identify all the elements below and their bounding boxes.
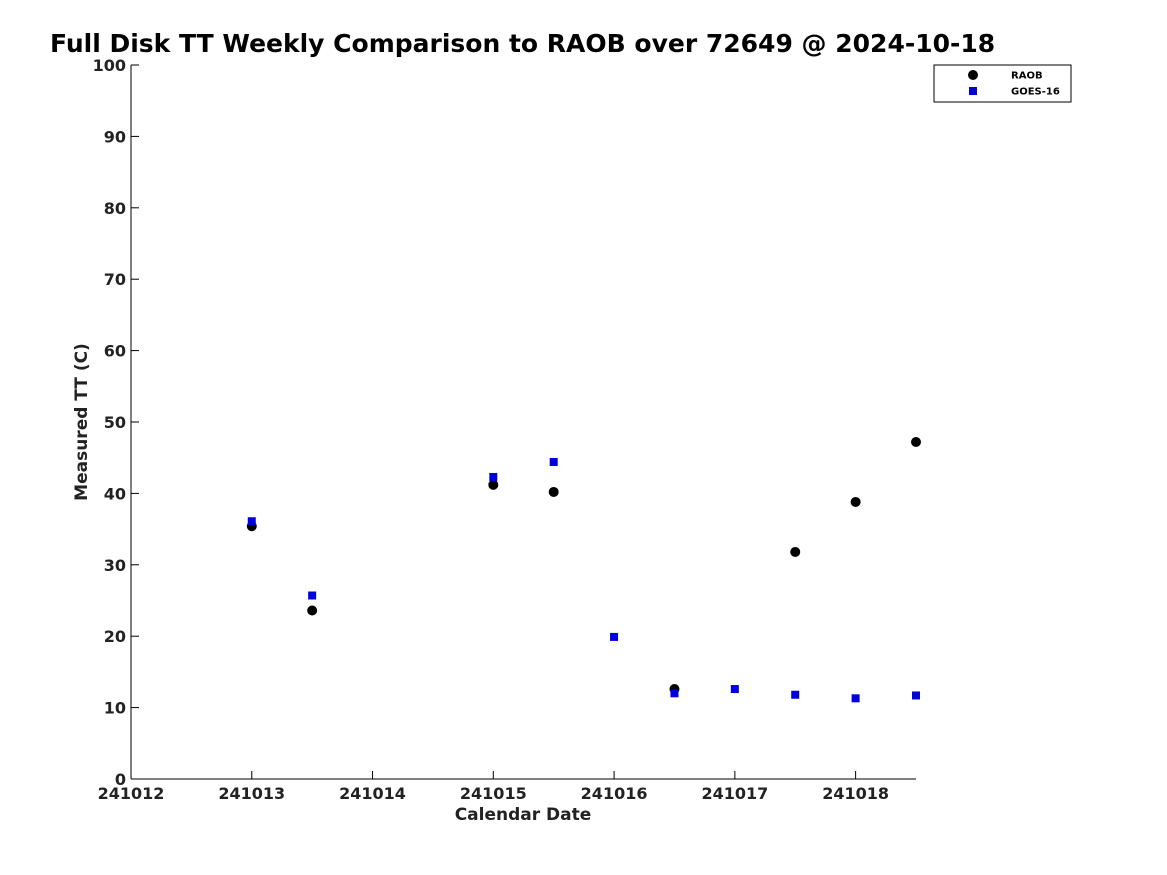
data-point (488, 479, 499, 490)
y-tick-label: 80 (104, 199, 126, 218)
x-tick-label: 241018 (822, 784, 889, 803)
legend-marker-raob (968, 70, 978, 80)
y-tick-label: 10 (104, 699, 126, 718)
x-axis-label: Calendar Date (455, 805, 592, 825)
data-point (790, 546, 801, 557)
series-goes16 (247, 457, 920, 703)
data-point (912, 691, 920, 700)
y-tick-label: 0 (115, 770, 126, 789)
x-tick-label: 241014 (339, 784, 406, 803)
data-point (851, 694, 860, 703)
data-marks (246, 436, 921, 703)
legend-marker-goes16 (969, 87, 977, 95)
data-point (791, 690, 800, 699)
y-tick-label: 100 (93, 56, 126, 75)
ticks: 0 10 20 30 40 50 60 70 80 90 100 241012 241013 241014… (93, 56, 889, 803)
series-raob (246, 436, 921, 695)
data-point (850, 496, 861, 507)
legend-box (933, 64, 1072, 103)
x-tick-label: 241012 (98, 784, 165, 803)
x-tick-label: 241017 (701, 784, 768, 803)
chart-title: Full Disk TT Weekly Comparison to RAOB o… (50, 29, 995, 58)
y-tick-label: 70 (104, 270, 126, 289)
data-point (489, 472, 498, 481)
y-tick-label: 40 (104, 484, 126, 503)
y-tick-label: 90 (104, 127, 126, 146)
y-axis-label: Measured TT (C) (72, 343, 92, 501)
data-point (610, 632, 619, 641)
data-point (548, 486, 559, 497)
x-tick-label: 241016 (581, 784, 648, 803)
data-point (549, 457, 558, 466)
y-tick-label: 30 (104, 556, 126, 575)
data-point (670, 689, 679, 698)
x-tick-label: 241013 (218, 784, 285, 803)
y-tick-label: 50 (104, 413, 126, 432)
data-point (308, 591, 317, 600)
y-tick-label: 20 (104, 627, 126, 646)
legend-label-raob: RAOB (1011, 71, 1043, 82)
data-point (247, 517, 256, 526)
data-point (911, 436, 921, 447)
legend: RAOB GOES-16 (933, 64, 1072, 103)
data-point (730, 685, 739, 694)
axes (130, 65, 916, 780)
y-tick-label: 60 (104, 342, 126, 361)
legend-label-goes16: GOES-16 (1011, 87, 1060, 98)
data-point (307, 605, 318, 616)
x-tick-label: 241015 (460, 784, 527, 803)
